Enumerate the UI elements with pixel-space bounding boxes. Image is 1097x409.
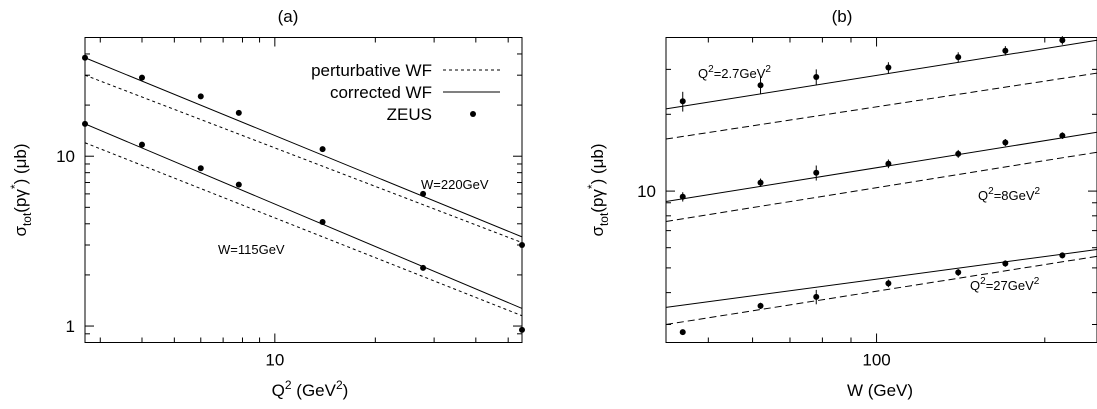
legend-point-zeus (470, 111, 476, 117)
panel-b-ylabel: σtot(pγ*) (μb) (585, 143, 611, 236)
corrected-line (665, 39, 1097, 110)
data-point (1002, 139, 1009, 146)
data-point (813, 74, 820, 81)
y-tick-label: 10 (637, 182, 656, 201)
annotation-q2-27: Q2=27GeV2 (970, 276, 1040, 293)
data-point (679, 329, 686, 336)
corrected-line (84, 123, 523, 309)
panel-a-ticks: 10 1 10 (56, 37, 522, 370)
data-point (885, 280, 892, 287)
perturbative-line (665, 151, 1097, 222)
data-point (885, 160, 892, 167)
data-point (319, 218, 326, 225)
perturbative-line (665, 255, 1097, 325)
legend-label-corrected: corrected WF (330, 83, 432, 102)
data-point (757, 302, 764, 309)
panel-a-points (82, 54, 525, 333)
annotation-q2-2-7: Q2=2.7GeV2 (698, 64, 771, 81)
y-tick-label: 10 (56, 147, 75, 166)
data-point (235, 181, 242, 188)
panel-b-frame (665, 37, 1097, 343)
panel-b-points (679, 36, 1066, 336)
x-tick-label: 100 (862, 351, 890, 370)
panel-a-lines (84, 57, 523, 317)
panel-b-lines (665, 39, 1097, 325)
annotation-q2-8: Q2=8GeV2 (978, 186, 1041, 203)
data-point (679, 98, 686, 105)
perturbative-line (665, 72, 1097, 140)
panel-b: (b) 100 10 W (GeV) σtot(pγ*) (μb) Q2=2.7G… (585, 7, 1097, 400)
corrected-line (84, 57, 523, 238)
perturbative-line (84, 74, 523, 244)
legend: perturbative WF corrected WF ZEUS (311, 61, 500, 124)
data-point (955, 54, 962, 61)
legend-label-perturbative: perturbative WF (311, 61, 432, 80)
data-point (420, 190, 427, 197)
data-point (1059, 37, 1066, 44)
data-point (82, 120, 88, 127)
panel-b-ticks: 100 10 (637, 37, 1097, 370)
data-point (235, 109, 242, 116)
x-tick-label: 10 (265, 351, 284, 370)
annotation-w220: W=220GeV (421, 177, 489, 192)
data-point (82, 54, 88, 61)
data-point (1002, 260, 1009, 267)
data-point (138, 141, 145, 148)
data-point (955, 269, 962, 276)
corrected-line (665, 131, 1097, 203)
panel-b-title: (b) (832, 7, 853, 26)
data-point (1002, 47, 1009, 54)
data-point (757, 82, 764, 89)
data-point (679, 193, 686, 200)
data-point (1059, 252, 1066, 259)
y-tick-label: 1 (66, 317, 75, 336)
panel-a-title: (a) (278, 7, 299, 26)
data-point (519, 242, 525, 249)
data-point (813, 169, 820, 176)
panel-a-ylabel: σtot(pγ*) (μb) (8, 143, 34, 236)
annotation-w115: W=115GeV (218, 242, 285, 257)
data-point (197, 165, 204, 172)
data-point (757, 179, 764, 186)
corrected-line (665, 249, 1097, 308)
data-point (1059, 132, 1066, 139)
data-point (519, 326, 525, 333)
panel-a: (a) 10 1 10 Q2 (GeV2) σtot(pγ*) (μb) pertu… (8, 7, 525, 400)
data-point (955, 150, 962, 157)
data-point (420, 264, 427, 271)
data-point (138, 74, 145, 81)
panel-b-xlabel: W (GeV) (847, 381, 913, 400)
data-point (813, 293, 820, 300)
data-point (197, 93, 204, 100)
panel-a-xlabel: Q2 (GeV2) (272, 378, 349, 400)
data-point (885, 64, 892, 71)
data-point (319, 146, 326, 153)
panel-a-frame (84, 37, 523, 343)
legend-label-zeus: ZEUS (387, 105, 432, 124)
perturbative-line (84, 142, 523, 317)
